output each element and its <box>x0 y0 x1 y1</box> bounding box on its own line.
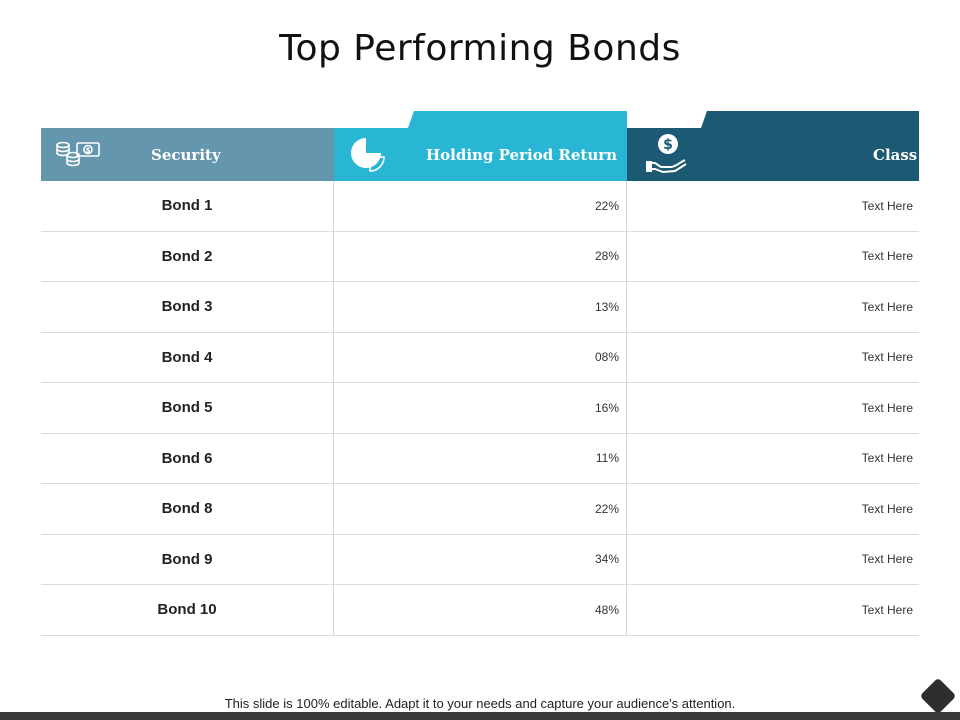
table-row: Bond 5 16% Text Here <box>41 383 919 434</box>
return-cell: 48% <box>334 585 627 635</box>
bottom-bar <box>0 712 960 720</box>
hand-dollar-icon: $ <box>645 133 689 179</box>
return-cell: 34% <box>334 534 627 584</box>
class-cell: Text Here <box>861 299 913 314</box>
class-cell: Text Here <box>861 602 913 617</box>
security-cell: Bond 1 <box>41 181 334 231</box>
class-cell: Text Here <box>861 249 913 264</box>
table-row: Bond 9 34% Text Here <box>41 534 919 585</box>
svg-text:$: $ <box>86 147 91 155</box>
security-cell: Bond 5 <box>41 383 334 433</box>
class-cell: Text Here <box>861 350 913 365</box>
security-header: $ Security <box>41 128 334 181</box>
security-cell: Bond 9 <box>41 534 334 584</box>
class-tab-accent <box>701 111 919 128</box>
table-row: Bond 3 13% Text Here <box>41 282 919 333</box>
holding-period-return-header: Holding Period Return <box>334 128 627 181</box>
security-cell: Bond 4 <box>41 332 334 382</box>
holding-period-return-tab-accent <box>408 111 627 128</box>
return-cell: 08% <box>334 332 627 382</box>
class-cell: Text Here <box>861 451 913 466</box>
security-cell: Bond 8 <box>41 484 334 534</box>
table-header: $ Security Holding Period Return $ Class <box>41 128 919 181</box>
class-cell: Text Here <box>861 552 913 567</box>
holding-period-return-header-label: Holding Period Return <box>426 145 618 164</box>
security-cell: Bond 6 <box>41 433 334 483</box>
return-cell: 22% <box>334 181 627 231</box>
table-body: Bond 1 22% Text Here Bond 2 28% Text Here Bond… <box>41 181 919 636</box>
return-cell: 13% <box>334 282 627 332</box>
class-cell: Text Here <box>861 400 913 415</box>
security-cell: Bond 2 <box>41 231 334 281</box>
table-row: Bond 2 28% Text Here <box>41 231 919 282</box>
svg-text:$: $ <box>663 137 673 153</box>
slide-footer: This slide is 100% editable. Adapt it to… <box>224 696 736 711</box>
return-cell: 22% <box>334 484 627 534</box>
pie-chart-icon <box>348 136 386 178</box>
return-cell: 16% <box>334 383 627 433</box>
class-header: $ Class <box>627 128 919 181</box>
slide-title: Top Performing Bonds <box>279 28 681 69</box>
class-cell: Text Here <box>861 501 913 516</box>
security-cell: Bond 10 <box>41 585 334 635</box>
table-row: Bond 4 08% Text Here <box>41 332 919 383</box>
return-cell: 11% <box>334 433 627 483</box>
return-cell: 28% <box>334 231 627 281</box>
table-row: Bond 6 11% Text Here <box>41 433 919 484</box>
security-cell: Bond 3 <box>41 282 334 332</box>
class-header-label: Class <box>873 145 918 164</box>
class-cell: Text Here <box>861 198 913 213</box>
table-row: Bond 10 48% Text Here <box>41 585 919 636</box>
table-row: Bond 8 22% Text Here <box>41 484 919 535</box>
table-row: Bond 1 22% Text Here <box>41 181 919 232</box>
security-header-label: Security <box>151 145 221 164</box>
money-coins-icon: $ <box>55 140 101 174</box>
